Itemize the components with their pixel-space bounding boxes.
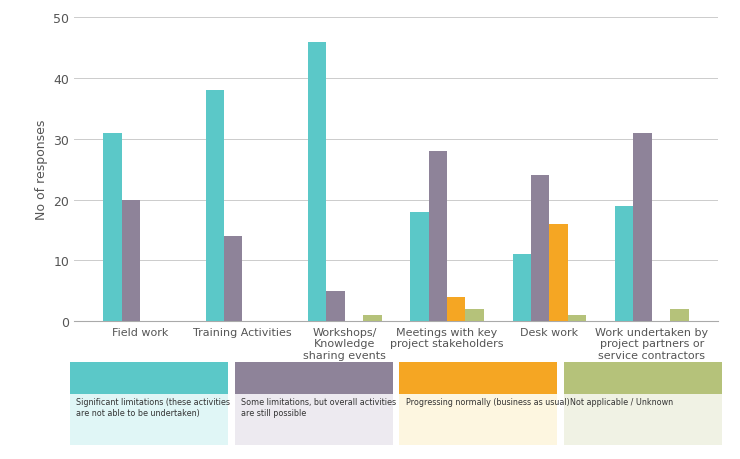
Y-axis label: No of responses: No of responses: [35, 120, 47, 220]
Bar: [224, 236, 243, 321]
Bar: [465, 309, 484, 321]
Bar: [428, 151, 447, 321]
Bar: [104, 134, 121, 321]
Bar: [564, 363, 722, 394]
Bar: [363, 315, 382, 321]
Text: Not applicable / Unknown: Not applicable / Unknown: [571, 397, 673, 406]
Bar: [399, 394, 557, 445]
Bar: [564, 394, 722, 445]
Bar: [531, 176, 549, 321]
Bar: [235, 394, 393, 445]
Bar: [206, 91, 224, 321]
Text: Significant limitations (these activities
are not able to be undertaken): Significant limitations (these activitie…: [76, 397, 230, 417]
Text: Progressing normally (business as usual): Progressing normally (business as usual): [406, 397, 570, 406]
Bar: [615, 206, 633, 321]
Bar: [70, 363, 228, 394]
Bar: [670, 309, 688, 321]
Bar: [447, 297, 465, 321]
Bar: [326, 291, 345, 321]
Bar: [399, 363, 557, 394]
Bar: [235, 363, 393, 394]
Bar: [513, 255, 531, 321]
Bar: [121, 200, 140, 321]
Bar: [568, 315, 586, 321]
Bar: [633, 134, 652, 321]
Bar: [70, 394, 228, 445]
Text: Some limitations, but overall activities
are still possible: Some limitations, but overall activities…: [241, 397, 396, 417]
Bar: [410, 212, 428, 321]
Bar: [549, 224, 568, 321]
Bar: [308, 43, 326, 321]
